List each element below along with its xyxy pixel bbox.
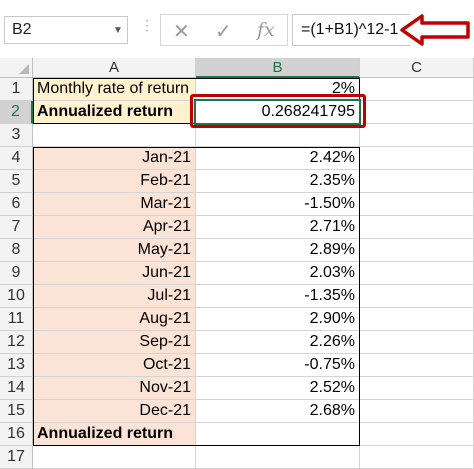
formula-input[interactable]: =(1+B1)^12-1 [292, 14, 410, 46]
row-header[interactable]: 13 [0, 354, 33, 377]
row-header[interactable]: 7 [0, 216, 33, 239]
cell-b1[interactable]: 2% [196, 78, 360, 101]
cell-return[interactable]: -1.35% [196, 285, 360, 308]
cell-date[interactable]: Jul-21 [33, 285, 196, 308]
cell-a17[interactable] [33, 446, 196, 469]
cell-b17[interactable] [196, 446, 360, 469]
column-header-c[interactable]: C [360, 58, 474, 78]
cell-c12[interactable] [360, 331, 474, 354]
cell-c7[interactable] [360, 216, 474, 239]
cell-c5[interactable] [360, 170, 474, 193]
cell-c1[interactable] [360, 78, 474, 101]
row-header[interactable]: 1 [0, 78, 33, 101]
cell-c4[interactable] [360, 147, 474, 170]
formula-bar: B2 ▼ ⋮ ✕ ✓ fx =(1+B1)^12-1 [0, 0, 474, 58]
cell-c3[interactable] [360, 124, 474, 147]
row-header[interactable]: 2 [0, 101, 33, 124]
cell-a3[interactable] [33, 124, 196, 147]
cell-c10[interactable] [360, 285, 474, 308]
cell-c15[interactable] [360, 400, 474, 423]
row-header[interactable]: 15 [0, 400, 33, 423]
drag-handle-icon[interactable]: ⋮ [140, 17, 154, 33]
cell-date[interactable]: Apr-21 [33, 216, 196, 239]
cell-c2[interactable] [360, 101, 474, 124]
cell-c9[interactable] [360, 262, 474, 285]
name-box[interactable]: B2 [4, 16, 128, 44]
row-header[interactable]: 6 [0, 193, 33, 216]
cell-c13[interactable] [360, 354, 474, 377]
cell-return[interactable]: 2.26% [196, 331, 360, 354]
check-icon[interactable]: ✓ [215, 21, 232, 43]
cell-return[interactable]: -0.75% [196, 354, 360, 377]
insert-function-icon[interactable]: fx [257, 19, 275, 41]
cell-return[interactable]: 2.35% [196, 170, 360, 193]
chevron-down-icon[interactable]: ▼ [113, 24, 123, 36]
row-header[interactable]: 10 [0, 285, 33, 308]
row-header[interactable]: 3 [0, 124, 33, 147]
cell-return[interactable]: 2.90% [196, 308, 360, 331]
cell-c17[interactable] [360, 446, 474, 469]
cell-return[interactable]: 2.68% [196, 400, 360, 423]
select-all-corner[interactable] [0, 58, 33, 78]
close-icon[interactable]: ✕ [173, 21, 190, 43]
cell-c16[interactable] [360, 423, 474, 446]
arrow-icon [400, 14, 470, 46]
formula-buttons: ✕ ✓ fx [160, 14, 288, 46]
row-header[interactable]: 16 [0, 423, 33, 446]
cell-a2[interactable]: Annualized return [33, 101, 196, 124]
cell-date[interactable]: Aug-21 [33, 308, 196, 331]
cell-date[interactable]: Jun-21 [33, 262, 196, 285]
cell-return[interactable]: 2.89% [196, 239, 360, 262]
cell-c8[interactable] [360, 239, 474, 262]
row-header[interactable]: 8 [0, 239, 33, 262]
cell-c11[interactable] [360, 308, 474, 331]
row-header[interactable]: 17 [0, 446, 33, 469]
row-header[interactable]: 9 [0, 262, 33, 285]
column-header-b[interactable]: B [196, 58, 360, 78]
row-header[interactable]: 14 [0, 377, 33, 400]
cell-return[interactable]: -1.50% [196, 193, 360, 216]
row-header[interactable]: 4 [0, 147, 33, 170]
cell-return[interactable]: 2.03% [196, 262, 360, 285]
cell-date[interactable]: Feb-21 [33, 170, 196, 193]
cell-date[interactable]: Nov-21 [33, 377, 196, 400]
row-header[interactable]: 5 [0, 170, 33, 193]
cell-b3[interactable] [196, 124, 360, 147]
cell-date[interactable]: Oct-21 [33, 354, 196, 377]
row-header[interactable]: 12 [0, 331, 33, 354]
cell-c14[interactable] [360, 377, 474, 400]
cell-return[interactable]: 2.42% [196, 147, 360, 170]
cell-date[interactable]: Sep-21 [33, 331, 196, 354]
cell-date[interactable]: Dec-21 [33, 400, 196, 423]
cell-c6[interactable] [360, 193, 474, 216]
cell-a1[interactable]: Monthly rate of return [33, 78, 196, 101]
cell-return[interactable]: 2.71% [196, 216, 360, 239]
cell-b2[interactable]: 0.268241795 [196, 101, 360, 124]
cell-date[interactable]: Jan-21 [33, 147, 196, 170]
cell-date[interactable]: May-21 [33, 239, 196, 262]
cell-return[interactable]: 2.52% [196, 377, 360, 400]
row-header[interactable]: 11 [0, 308, 33, 331]
cell-a16[interactable]: Annualized return [33, 423, 196, 446]
cell-date[interactable]: Mar-21 [33, 193, 196, 216]
cell-b16[interactable] [196, 423, 360, 446]
column-header-a[interactable]: A [33, 58, 196, 78]
